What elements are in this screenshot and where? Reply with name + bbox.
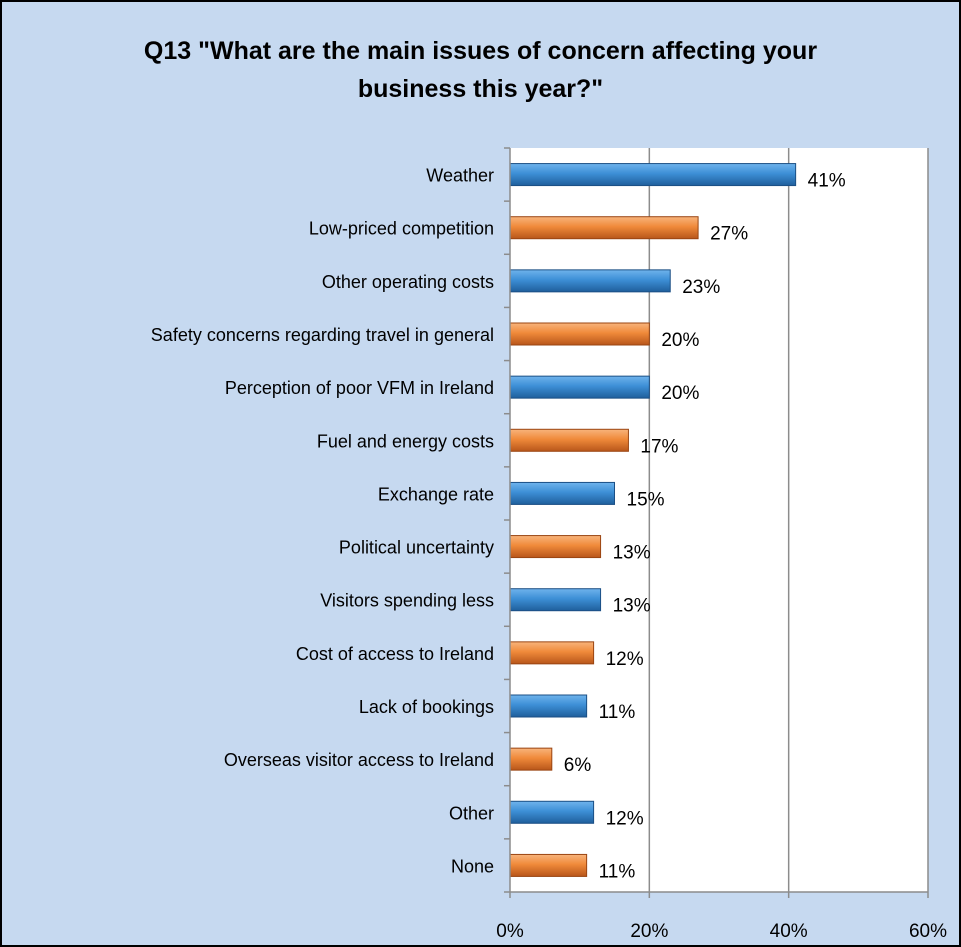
- bar: [509, 694, 588, 718]
- category-label: Other operating costs: [322, 272, 494, 292]
- bar: [509, 216, 699, 240]
- category-label: Fuel and energy costs: [317, 431, 494, 451]
- bar: [509, 800, 595, 824]
- category-label: Other: [449, 803, 494, 823]
- data-label: 13%: [613, 596, 651, 617]
- bar: [509, 375, 650, 399]
- category-label: None: [451, 856, 494, 876]
- bar: [509, 853, 588, 877]
- bar: [509, 269, 671, 293]
- data-label: 13%: [613, 543, 651, 564]
- data-label: 11%: [599, 861, 636, 882]
- data-label: 27%: [710, 224, 748, 245]
- bar: [509, 322, 650, 346]
- chart-title-line-1: Q13 "What are the main issues of concern…: [143, 37, 818, 65]
- bar: [509, 747, 553, 771]
- data-label: 11%: [599, 702, 636, 723]
- axes: [504, 147, 929, 898]
- x-tick-label: 60%: [909, 921, 947, 942]
- category-label: Low-priced competition: [309, 219, 494, 239]
- category-label: Visitors spending less: [320, 591, 494, 611]
- data-label: 20%: [661, 330, 699, 351]
- bar: [509, 428, 629, 452]
- category-label: Political uncertainty: [339, 538, 494, 558]
- x-tick-label: 40%: [770, 921, 808, 942]
- data-label: 6%: [564, 755, 592, 776]
- chart-title: Q13 "What are the main issues of concern…: [2, 32, 959, 108]
- bar: [509, 535, 602, 559]
- category-label: Lack of bookings: [359, 697, 494, 717]
- bar: [509, 641, 595, 665]
- data-label: 15%: [627, 489, 665, 510]
- category-label: Weather: [426, 166, 494, 186]
- data-label: 20%: [661, 383, 699, 404]
- x-tick-label: 20%: [630, 921, 668, 942]
- data-label: 17%: [640, 436, 678, 457]
- category-label: Perception of poor VFM in Ireland: [225, 378, 494, 398]
- data-label: 41%: [808, 171, 846, 192]
- data-label: 12%: [606, 649, 644, 670]
- labels: 0% 20% 40% 60% Weather 41% Low-priced competit…: [151, 166, 947, 942]
- chart-title-line-2: business this year?": [357, 75, 604, 103]
- category-label: Overseas visitor access to Ireland: [224, 750, 494, 770]
- bar: [509, 163, 797, 187]
- category-label: Safety concerns regarding travel in gene…: [151, 325, 494, 345]
- bar: [509, 588, 602, 612]
- data-label: 23%: [682, 277, 720, 298]
- plot-area: [510, 148, 928, 892]
- category-label: Cost of access to Ireland: [296, 644, 494, 664]
- x-tick-label: 0%: [496, 921, 524, 942]
- data-label: 12%: [606, 808, 644, 829]
- bar: [509, 481, 615, 505]
- category-label: Exchange rate: [378, 484, 494, 504]
